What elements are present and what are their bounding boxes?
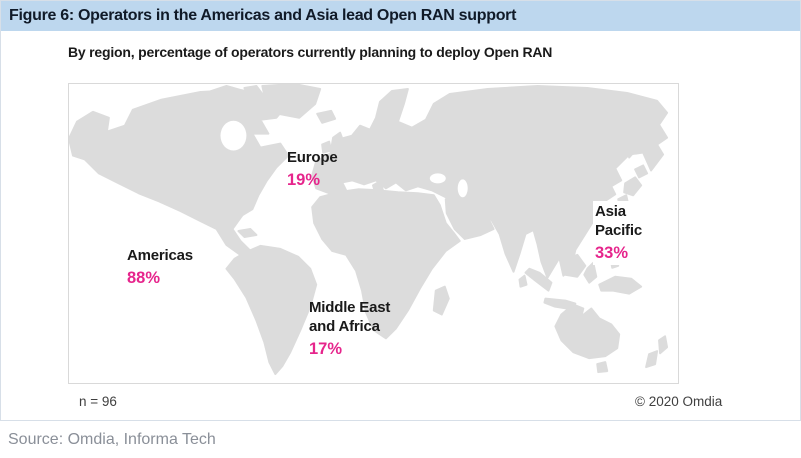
borneo [562, 253, 587, 278]
figure-panel: Figure 6: Operators in the Americas and … [0, 0, 801, 421]
map-label-europe: Europe 19% [287, 148, 338, 190]
region-name-asia-pacific: Asia Pacific [595, 203, 642, 239]
sakhalin [626, 134, 638, 159]
continent-south-america [225, 244, 318, 376]
black-sea [429, 173, 446, 184]
continent-africa [311, 188, 461, 340]
new-zealand-south [645, 350, 659, 369]
world-map-chart: Americas 88% Europe 19% Middle East and … [68, 83, 679, 384]
arctic-island-2 [243, 84, 264, 98]
madagascar [432, 285, 450, 316]
cuba [237, 228, 258, 238]
hudson-bay [220, 120, 247, 151]
japan-hokkaido [634, 164, 649, 179]
map-label-americas: Americas 88% [127, 246, 193, 288]
iceland [316, 109, 337, 124]
map-label-middle-east-africa: Middle East and Africa 17% [309, 298, 390, 359]
region-name-europe: Europe [287, 149, 338, 166]
sample-size-note: n = 96 [79, 394, 117, 409]
new-zealand-north [658, 335, 669, 355]
copyright-note: © 2020 Omdia [635, 394, 723, 409]
region-pct-asia-pacific: 33% [595, 244, 629, 262]
greenland [261, 84, 322, 119]
figure-subtitle: By region, percentage of operators curre… [68, 44, 553, 60]
region-name-americas: Americas [127, 247, 193, 264]
figure-title: Figure 6: Operators in the Americas and … [1, 1, 800, 31]
sumatra [524, 267, 553, 292]
arabian-peninsula [444, 198, 495, 240]
sulawesi [583, 261, 598, 284]
map-label-asia-pacific: Asia Pacific 33% [593, 201, 678, 265]
tasmania [596, 361, 609, 374]
caspian-sea [457, 179, 468, 198]
region-pct-middle-east-africa: 17% [309, 340, 343, 358]
region-name-middle-east-africa: Middle East and Africa [309, 299, 391, 335]
continents [69, 84, 669, 376]
region-pct-americas: 88% [127, 269, 161, 287]
sri-lanka [518, 274, 528, 288]
region-pct-europe: 19% [287, 171, 321, 189]
continent-australia [554, 303, 621, 360]
new-guinea [598, 275, 643, 295]
world-map [69, 84, 669, 376]
japan-honshu [623, 176, 643, 197]
arctic-island-1 [207, 84, 242, 99]
source-note: Source: Omdia, Informa Tech [8, 431, 216, 448]
